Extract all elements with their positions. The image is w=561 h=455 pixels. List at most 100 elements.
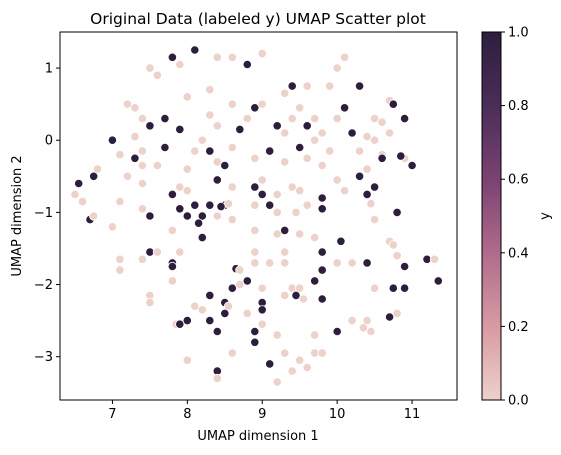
data-point	[291, 290, 301, 300]
data-point	[366, 326, 376, 337]
data-point	[384, 312, 395, 322]
data-point	[339, 186, 350, 196]
data-point	[265, 258, 275, 268]
data-point	[366, 199, 376, 209]
data-point	[358, 323, 368, 333]
data-point	[182, 186, 192, 196]
data-point	[227, 182, 237, 192]
data-point	[145, 121, 155, 131]
data-point	[392, 251, 402, 261]
y-tick-label: −2	[34, 278, 53, 293]
data-point	[160, 114, 170, 124]
data-point	[152, 247, 162, 257]
data-point	[250, 258, 260, 268]
data-point	[257, 99, 267, 109]
data-point	[280, 258, 290, 268]
data-point	[250, 326, 260, 337]
data-point	[220, 308, 230, 318]
data-point	[257, 189, 267, 199]
data-point	[347, 258, 357, 268]
data-point	[167, 189, 177, 199]
plot-frame	[59, 31, 458, 401]
data-point	[272, 207, 282, 217]
data-point	[194, 218, 204, 228]
data-point	[369, 215, 380, 225]
data-point	[242, 308, 252, 318]
data-point	[160, 142, 170, 153]
data-point	[182, 164, 192, 174]
data-point	[227, 99, 237, 109]
data-point	[242, 114, 252, 124]
chart-title: Original Data (labeled y) UMAP Scatter p…	[90, 10, 426, 28]
data-point	[212, 175, 222, 185]
data-point	[399, 283, 410, 293]
data-point	[175, 319, 185, 329]
data-point	[295, 186, 305, 196]
colorbar-label: y	[538, 212, 553, 220]
data-point	[175, 247, 185, 257]
data-point	[190, 200, 200, 210]
data-point	[250, 182, 260, 192]
data-point	[70, 189, 80, 199]
data-point	[137, 114, 147, 124]
data-point	[272, 229, 282, 239]
data-point	[250, 247, 260, 257]
data-point	[399, 114, 410, 124]
y-axis: 1 0 −1 −2 −3	[34, 62, 60, 365]
data-point	[77, 197, 88, 207]
data-point	[250, 225, 260, 235]
y-tick-label: −3	[34, 350, 53, 365]
data-point	[317, 128, 327, 138]
data-point	[388, 283, 398, 293]
data-point	[137, 254, 147, 264]
data-point	[347, 315, 357, 326]
data-point	[302, 121, 312, 131]
data-point	[197, 233, 207, 243]
data-point	[310, 233, 320, 243]
data-point	[302, 153, 312, 163]
data-point	[339, 103, 350, 113]
data-point	[280, 88, 290, 98]
data-point	[310, 276, 320, 286]
data-point	[212, 157, 222, 167]
data-point	[250, 103, 260, 113]
data-point	[227, 283, 237, 293]
data-point	[212, 211, 222, 221]
data-point	[362, 132, 372, 142]
colorbar-tick-label: 0.4	[508, 246, 529, 261]
data-point	[242, 59, 252, 70]
data-point	[369, 135, 380, 145]
data-point	[137, 160, 147, 171]
data-point	[130, 132, 140, 142]
data-point	[223, 301, 234, 311]
y-tick-label: 1	[45, 62, 53, 77]
data-point	[130, 103, 140, 113]
data-point	[325, 81, 335, 91]
data-point	[122, 99, 133, 109]
data-point	[317, 294, 327, 304]
data-point	[272, 189, 282, 199]
data-point	[227, 215, 237, 225]
data-point	[369, 182, 380, 192]
data-point	[265, 146, 275, 156]
colorbar-tick-label: 0.6	[508, 173, 529, 188]
data-point	[332, 114, 342, 124]
data-point	[332, 326, 342, 337]
data-point	[115, 265, 125, 275]
data-point	[325, 146, 335, 156]
data-point	[115, 150, 125, 160]
y-axis-label: UMAP dimension 2	[10, 155, 25, 276]
data-point	[250, 200, 260, 210]
data-point	[388, 99, 398, 109]
data-point	[205, 85, 215, 95]
data-point	[257, 283, 267, 293]
data-point	[152, 160, 162, 171]
data-point	[205, 110, 215, 120]
data-point	[212, 52, 222, 62]
data-point	[175, 59, 185, 70]
colorbar-tick-label: 0.0	[508, 394, 529, 409]
data-point	[317, 348, 327, 358]
data-point	[280, 348, 290, 358]
x-tick-label: 9	[258, 407, 266, 422]
data-point	[107, 222, 118, 232]
